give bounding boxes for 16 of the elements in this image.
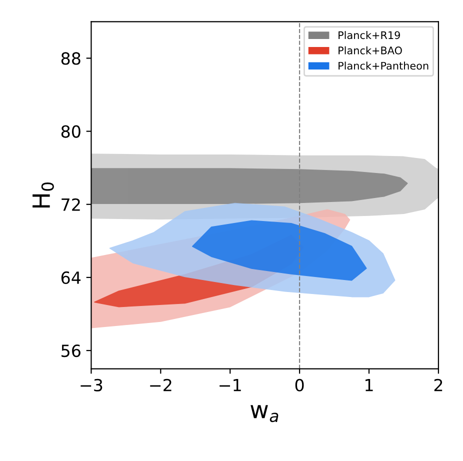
- y-tick-label: 56: [62, 344, 80, 358]
- x-tick-label: 2: [434, 378, 442, 392]
- legend-label: Planck+R19: [338, 31, 400, 40]
- x-tick-label: 1: [366, 379, 373, 392]
- y-axis-title: H$_{0}$: [32, 182, 54, 208]
- x-tick-label: −1: [220, 379, 241, 392]
- y-tick-label: 64: [61, 271, 81, 284]
- y-tick-label: 88: [61, 52, 80, 65]
- legend-label: Planck+Pantheon: [338, 62, 428, 70]
- y-tick-label: 80: [61, 125, 80, 138]
- x-tick-label: −3: [80, 378, 102, 392]
- x-axis-title: w$_{a}$: [250, 405, 278, 422]
- legend-label: Planck+BAO: [338, 46, 402, 54]
- y-tick-label: 72: [62, 198, 80, 211]
- x-tick-label: 0: [295, 378, 304, 392]
- x-tick-label: −2: [150, 378, 172, 392]
